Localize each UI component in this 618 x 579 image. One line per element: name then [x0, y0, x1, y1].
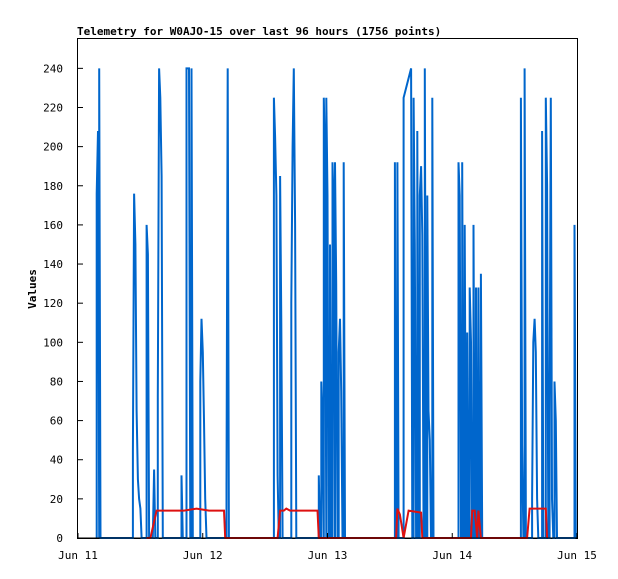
y-tick-label: 180: [43, 180, 63, 193]
y-tick-label: 80: [50, 375, 63, 388]
x-tick-label: Jun 15: [557, 549, 597, 562]
series-layer: [95, 67, 577, 539]
y-tick-label: 120: [43, 297, 63, 310]
y-axis: 0 20 40 60 80 100 120 140 160 180 200 220 240: [43, 62, 83, 545]
y-tick-label: 100: [43, 336, 63, 349]
y-tick-label: 240: [43, 62, 63, 75]
chart-title: Telemetry for W0AJO-15 over last 96 hour…: [77, 25, 441, 38]
y-tick-label: 60: [50, 415, 63, 428]
y-tick-label: 140: [43, 258, 63, 271]
y-tick-label: 40: [50, 454, 63, 467]
series-line-1: [95, 67, 577, 539]
x-tick-label: Jun 13: [308, 549, 348, 562]
x-tick-label: Jun 11: [58, 549, 98, 562]
y-axis-title: Values: [26, 269, 39, 309]
y-tick-label: 220: [43, 101, 63, 114]
x-tick-label: Jun 12: [183, 549, 223, 562]
x-axis: Jun 11 Jun 12 Jun 13 Jun 14 Jun 15: [58, 533, 597, 562]
y-tick-label: 200: [43, 141, 63, 154]
x-tick-label: Jun 14: [432, 549, 472, 562]
y-tick-label: 20: [50, 493, 63, 506]
y-tick-label: 160: [43, 219, 63, 232]
y-tick-label: 0: [56, 532, 63, 545]
